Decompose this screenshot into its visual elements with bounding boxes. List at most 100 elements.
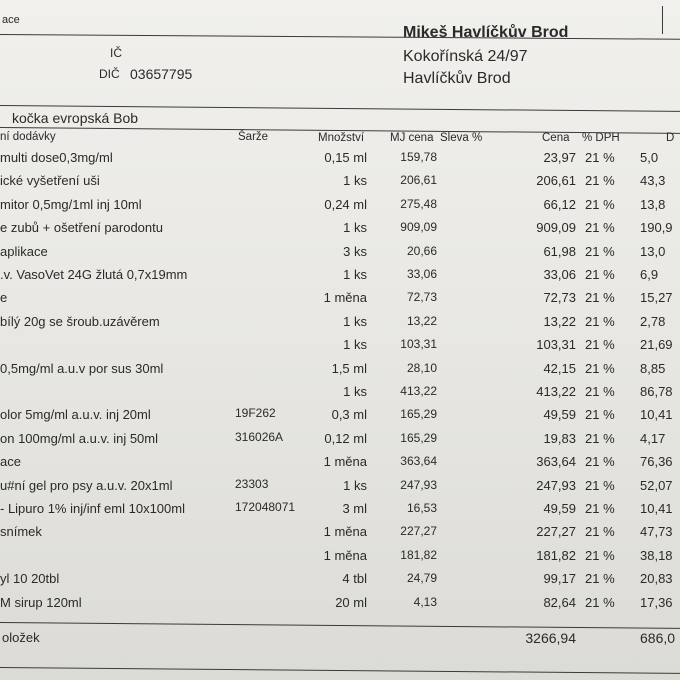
row-vat-percent: 21 % — [585, 196, 615, 212]
row-price: 227,27 — [536, 524, 576, 540]
row-quantity: 3 ks — [343, 243, 367, 259]
row-vat-percent: 21 % — [585, 150, 615, 165]
row-quantity: 1 ks — [343, 313, 367, 329]
row-vat: 2,78 — [640, 313, 666, 329]
row-vat-percent: 21 % — [585, 290, 615, 306]
row-description: ace — [0, 454, 21, 470]
col-dph-percent: % DPH — [582, 132, 620, 144]
row-vat: 17,36 — [640, 594, 673, 610]
row-description: 0,5mg/ml a.u.v por sus 30ml — [0, 360, 164, 376]
row-price: 72,73 — [543, 290, 576, 306]
row-description: aplikace — [0, 243, 48, 259]
row-vat: 38,18 — [640, 547, 673, 563]
row-vat-percent: 21 % — [585, 524, 615, 540]
row-unit-price: 275,48 — [400, 196, 437, 211]
header-rule — [0, 34, 680, 40]
total-cena: 3266,94 — [525, 630, 576, 646]
row-vat: 6,9 — [640, 267, 659, 282]
row-price: 247,93 — [536, 477, 576, 493]
row-price: 19,83 — [543, 430, 576, 446]
row-quantity: 3 ml — [342, 501, 367, 516]
row-quantity: 1 měna — [323, 524, 367, 540]
row-price: 99,17 — [543, 571, 576, 587]
row-vat-percent: 21 % — [585, 430, 615, 446]
row-unit-price: 72,73 — [406, 290, 437, 305]
row-vat: 43,3 — [640, 173, 666, 189]
row-quantity: 1 ks — [343, 337, 367, 353]
patient-name: kočka evropská Bob — [12, 110, 139, 126]
row-unit-price: 16,53 — [406, 501, 437, 515]
row-unit-price: 4,13 — [413, 594, 437, 609]
row-price: 49,59 — [543, 407, 576, 423]
row-description: on 100mg/ml a.u.v. inj 50ml — [0, 430, 158, 446]
row-description: M sirup 120ml — [0, 594, 82, 610]
col-sleva: Sleva % — [440, 132, 483, 144]
row-unit-price: 20,66 — [406, 243, 437, 258]
row-unit-price: 363,64 — [400, 454, 437, 469]
row-description: mitor 0,5mg/1ml inj 10ml — [0, 196, 142, 212]
row-vat: 8,85 — [640, 360, 666, 376]
row-vat-percent: 21 % — [585, 454, 615, 470]
row-quantity: 0,24 ml — [324, 196, 367, 212]
row-price: 49,59 — [543, 501, 576, 516]
col-sarze: Šarže — [238, 131, 269, 143]
row-quantity: 20 ml — [335, 594, 367, 610]
row-vat: 13,8 — [640, 196, 666, 212]
col-mnozstvi: Množství — [318, 132, 365, 144]
row-price: 33,06 — [543, 267, 576, 282]
row-vat: 10,41 — [640, 501, 673, 516]
row-sarze: 316026A — [235, 429, 284, 444]
row-quantity: 1 měna — [323, 454, 367, 470]
row-price: 413,22 — [536, 384, 576, 399]
row-unit-price: 165,29 — [400, 430, 437, 445]
row-price: 363,64 — [536, 454, 576, 470]
row-description: u#ní gel pro psy a.u.v. 20x1ml — [0, 477, 173, 493]
row-unit-price: 13,22 — [406, 313, 437, 328]
row-sarze: 19F262 — [235, 406, 276, 421]
row-vat-percent: 21 % — [585, 547, 615, 563]
row-description: olor 5mg/ml a.u.v. inj 20ml — [0, 407, 151, 423]
row-quantity: 0,3 ml — [331, 407, 367, 423]
row-vat-percent: 21 % — [585, 220, 615, 236]
row-vat-percent: 21 % — [585, 407, 615, 423]
header-right-border — [662, 6, 663, 34]
row-vat-percent: 21 % — [585, 594, 615, 610]
company-city: Havlíčkův Brod — [403, 70, 511, 87]
row-sarze: 23303 — [235, 476, 269, 491]
row-vat: 10,41 — [640, 407, 673, 423]
row-description: e — [0, 290, 8, 306]
row-vat-percent: 21 % — [585, 384, 615, 399]
row-unit-price: 247,93 — [400, 477, 437, 492]
row-description: bílý 20g se šroub.uzávěrem — [0, 313, 160, 329]
row-quantity: 1 měna — [323, 290, 367, 306]
col-dph: D — [666, 132, 675, 144]
row-quantity: 1,5 ml — [331, 360, 367, 376]
row-vat: 20,83 — [640, 571, 673, 587]
row-vat: 15,27 — [640, 290, 673, 306]
company-street: Kokořínská 24/97 — [403, 48, 528, 65]
row-quantity: 1 ks — [343, 267, 367, 282]
row-description: .v. VasoVet 24G žlutá 0,7x19mm — [0, 267, 188, 282]
total-top-rule — [0, 622, 680, 629]
row-price: 181,82 — [536, 547, 576, 563]
row-sarze: 172048071 — [235, 500, 296, 514]
total-label: oložek — [2, 630, 40, 645]
row-quantity: 4 tbl — [342, 571, 367, 587]
row-price: 206,61 — [536, 173, 576, 189]
row-price: 103,31 — [536, 337, 576, 353]
top-left-fragment: ace — [2, 14, 20, 26]
row-vat: 21,69 — [640, 337, 673, 353]
row-unit-price: 165,29 — [400, 407, 437, 422]
col-description: ní dodávky — [0, 131, 56, 143]
row-quantity: 1 měna — [323, 547, 367, 563]
row-unit-price: 33,06 — [406, 267, 437, 281]
row-unit-price: 24,79 — [406, 571, 437, 586]
row-description: multi dose0,3mg/ml — [0, 150, 113, 165]
row-quantity: 1 ks — [343, 220, 367, 236]
row-vat: 4,17 — [640, 430, 666, 446]
row-vat-percent: 21 % — [585, 501, 615, 516]
row-description: yl 10 20tbl — [0, 571, 60, 587]
row-description: - Lipuro 1% inj/inf eml 10x100ml — [0, 501, 185, 516]
row-quantity: 0,15 ml — [324, 150, 367, 165]
